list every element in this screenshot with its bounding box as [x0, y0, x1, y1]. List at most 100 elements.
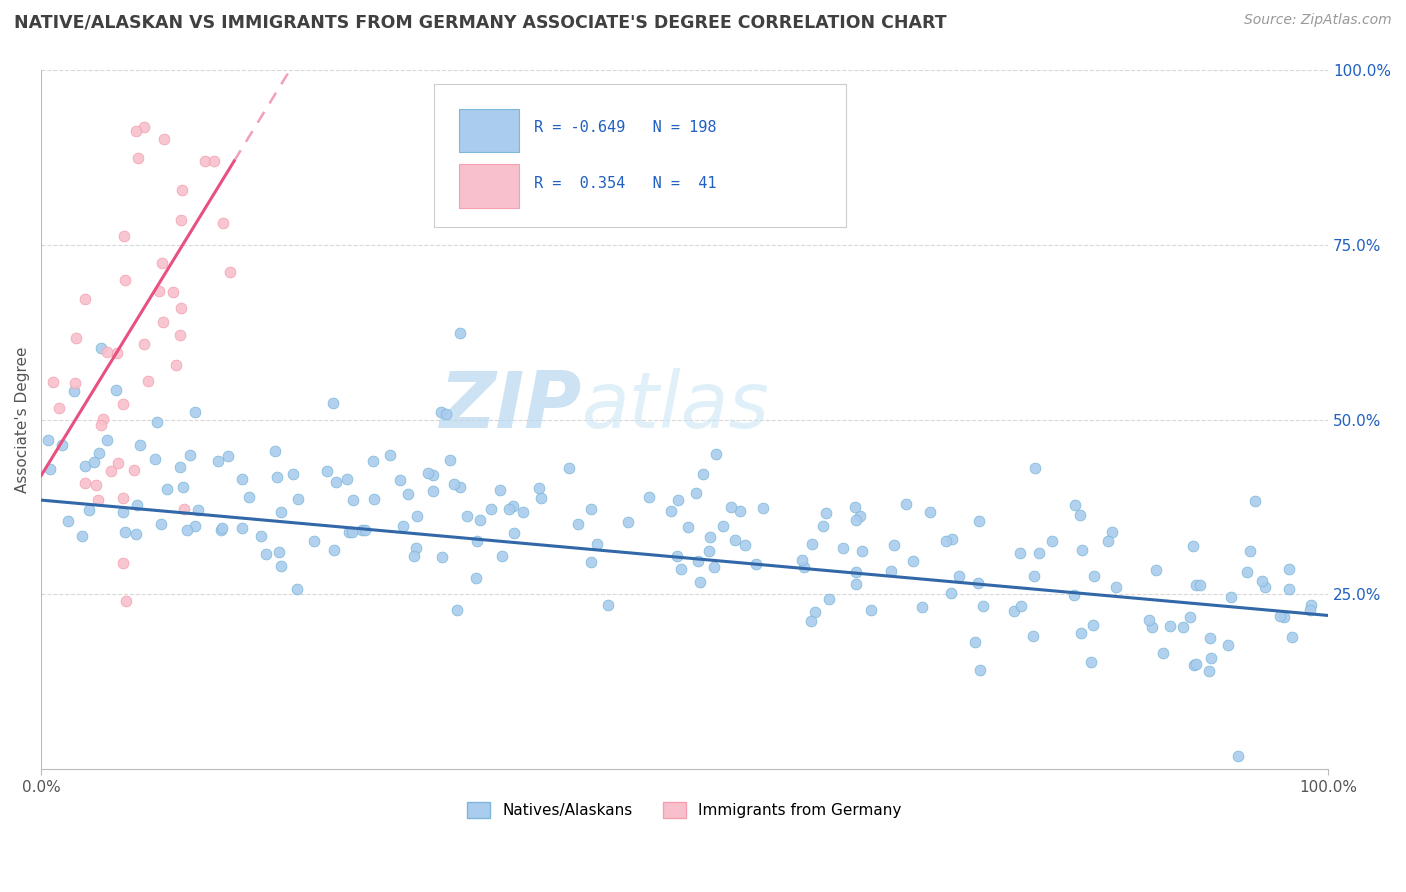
Point	[744, 558, 766, 572]
Point	[1171, 620, 1194, 634]
Point	[911, 600, 934, 615]
Point	[1101, 524, 1123, 539]
Point	[37, 433, 59, 447]
Point	[688, 554, 710, 568]
Point	[48, 401, 70, 416]
Point	[132, 336, 155, 351]
Point	[405, 541, 427, 556]
Point	[1243, 493, 1265, 508]
Point	[697, 544, 720, 558]
Point	[75, 475, 97, 490]
Point	[479, 502, 502, 516]
Point	[803, 606, 825, 620]
Point	[406, 509, 429, 524]
Point	[422, 484, 444, 499]
Point	[149, 516, 172, 531]
Point	[844, 500, 866, 514]
Point	[136, 374, 159, 388]
Point	[73, 293, 96, 307]
Point	[1024, 461, 1046, 475]
Point	[170, 213, 193, 227]
Point	[1198, 664, 1220, 678]
Point	[1298, 603, 1320, 617]
Point	[659, 503, 682, 517]
Point	[231, 520, 253, 534]
Point	[1144, 563, 1167, 577]
Point	[449, 480, 471, 494]
Point	[125, 124, 148, 138]
Point	[148, 284, 170, 298]
Point	[883, 538, 905, 552]
Point	[1199, 631, 1222, 645]
Point	[396, 487, 419, 501]
Point	[1301, 598, 1323, 612]
Point	[323, 543, 346, 558]
Point	[1184, 657, 1206, 671]
Point	[1137, 613, 1160, 627]
Point	[1002, 604, 1025, 618]
Point	[1185, 578, 1208, 592]
Text: atlas: atlas	[582, 368, 769, 443]
FancyBboxPatch shape	[460, 109, 519, 152]
Point	[1040, 534, 1063, 549]
Point	[304, 533, 326, 548]
Point	[125, 498, 148, 512]
Point	[849, 509, 872, 524]
Point	[1220, 590, 1243, 604]
Point	[800, 537, 823, 551]
Point	[63, 384, 86, 398]
Point	[194, 153, 217, 168]
Point	[51, 438, 73, 452]
Point	[77, 503, 100, 517]
Point	[665, 549, 688, 564]
Point	[814, 507, 837, 521]
Point	[316, 464, 339, 478]
Point	[1022, 630, 1045, 644]
Point	[811, 519, 834, 533]
Point	[1278, 582, 1301, 597]
Point	[41, 375, 63, 389]
Point	[1081, 618, 1104, 632]
Point	[217, 449, 239, 463]
Point	[579, 502, 602, 516]
Point	[93, 412, 115, 426]
Point	[1216, 638, 1239, 652]
Point	[172, 479, 194, 493]
Point	[699, 530, 721, 544]
Point	[287, 491, 309, 506]
Point	[430, 405, 453, 419]
Point	[249, 529, 271, 543]
Point	[125, 526, 148, 541]
Point	[114, 594, 136, 608]
Point	[112, 491, 135, 505]
Point	[90, 417, 112, 432]
Point	[254, 547, 277, 561]
Point	[489, 483, 512, 497]
Point	[1181, 539, 1204, 553]
Point	[238, 490, 260, 504]
Point	[70, 529, 93, 543]
Point	[1239, 543, 1261, 558]
Point	[941, 532, 963, 546]
Point	[845, 565, 868, 579]
Point	[89, 446, 111, 460]
Point	[896, 497, 918, 511]
Point	[1140, 620, 1163, 634]
Point	[1063, 588, 1085, 602]
Point	[637, 490, 659, 504]
Point	[112, 397, 135, 411]
Point	[617, 515, 640, 529]
Text: NATIVE/ALASKAN VS IMMIGRANTS FROM GERMANY ASSOCIATE'S DEGREE CORRELATION CHART: NATIVE/ALASKAN VS IMMIGRANTS FROM GERMAN…	[14, 13, 946, 31]
Point	[380, 448, 402, 462]
Point	[1178, 610, 1201, 624]
Point	[689, 575, 711, 590]
Point	[122, 463, 145, 477]
Point	[63, 376, 86, 391]
Point	[832, 541, 855, 555]
Point	[845, 513, 868, 527]
Point	[567, 517, 589, 532]
Point	[184, 405, 207, 419]
Point	[1028, 546, 1050, 560]
Point	[207, 454, 229, 468]
Point	[1184, 658, 1206, 673]
